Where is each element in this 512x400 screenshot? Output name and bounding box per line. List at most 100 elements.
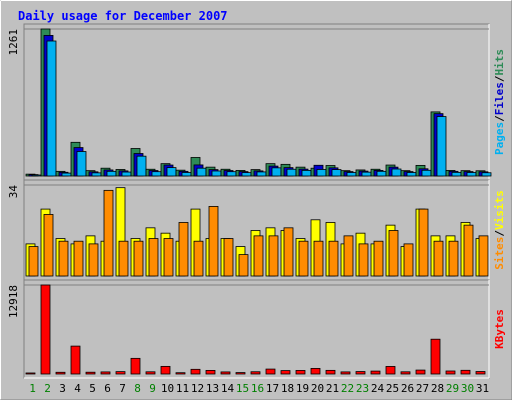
x-tick-label-day-30: 30 (461, 382, 474, 395)
bar-pages-day-26 (406, 172, 417, 177)
bar-sites-day-21 (328, 240, 339, 277)
x-tick-label-day-28: 28 (431, 382, 444, 395)
bar-pages-day-19 (301, 170, 312, 177)
legend-entry: Sites (493, 237, 506, 270)
bar-sites-day-28 (433, 240, 444, 277)
bar-kbytes-day-24 (370, 370, 381, 375)
x-tick-label-day-16: 16 (251, 382, 264, 395)
bar-pages-day-9 (151, 171, 162, 177)
bar-kbytes-day-21 (325, 369, 336, 375)
bar-pages-day-17 (271, 167, 282, 177)
chart-title: Daily usage for December 2007 (18, 9, 228, 23)
bar-sites-day-23 (358, 243, 369, 277)
bar-kbytes-day-28 (430, 338, 441, 375)
bar-pages-day-29 (451, 171, 462, 177)
x-tick-label-day-24: 24 (371, 382, 385, 395)
legend-entry: Pages (493, 122, 506, 155)
bar-pages-day-30 (466, 172, 477, 177)
x-tick-label-day-12: 12 (191, 382, 204, 395)
bar-kbytes-day-22 (340, 371, 351, 375)
bar-pages-day-7 (121, 171, 132, 177)
bar-pages-day-15 (241, 172, 252, 177)
x-tick-label-day-5: 5 (89, 382, 96, 395)
bar-sites-day-19 (298, 240, 309, 277)
bar-sites-day-10 (163, 238, 174, 277)
bar-pages-day-21 (331, 169, 342, 177)
legend-entry: / (493, 115, 506, 122)
x-tick-label-day-7: 7 (119, 382, 126, 395)
bar-sites-day-27 (418, 208, 429, 277)
bar-kbytes-day-3 (55, 371, 66, 375)
x-tick-label-day-13: 13 (206, 382, 219, 395)
bar-kbytes-day-25 (385, 366, 396, 375)
bar-pages-day-3 (61, 172, 72, 177)
bar-kbytes-day-8 (130, 357, 141, 375)
bar-pages-day-20 (316, 169, 327, 177)
bar-pages-day-12 (196, 167, 207, 177)
legend-top: Pages/Files/Hits (493, 49, 506, 155)
x-tick-label-day-10: 10 (161, 382, 174, 395)
bar-pages-day-14 (226, 171, 237, 177)
bar-kbytes-day-31 (475, 371, 486, 375)
bar-pages-day-22 (346, 172, 357, 177)
x-tick-label-day-9: 9 (149, 382, 156, 395)
x-tick-label-day-19: 19 (296, 382, 309, 395)
bar-kbytes-day-20 (310, 368, 321, 375)
bar-sites-day-6 (103, 189, 114, 277)
bar-sites-day-14 (223, 238, 234, 277)
bar-sites-day-13 (208, 206, 219, 277)
x-tick-label-day-27: 27 (416, 382, 429, 395)
legend-bot: KBytes (493, 309, 506, 349)
panel-bot: 12918 KBytes (7, 279, 506, 379)
bar-sites-day-2 (43, 214, 54, 277)
bar-pages-day-8 (136, 155, 147, 177)
bar-sites-day-1 (28, 246, 39, 277)
bar-sites-day-20 (313, 240, 324, 277)
plot-area (23, 23, 490, 181)
x-tick-label-day-18: 18 (281, 382, 294, 395)
bar-pages-day-6 (106, 170, 117, 177)
bar-sites-day-31 (478, 235, 489, 277)
bar-kbytes-day-10 (160, 365, 171, 375)
x-tick-label-day-31: 31 (476, 382, 489, 395)
bar-sites-day-5 (88, 243, 99, 277)
panel-mid: 34 Sites/Visits (7, 179, 506, 281)
bar-sites-day-29 (448, 240, 459, 277)
bar-kbytes-day-14 (220, 371, 231, 375)
x-tick-label-day-4: 4 (74, 382, 81, 395)
bar-kbytes-day-12 (190, 368, 201, 375)
bar-kbytes-day-9 (145, 371, 156, 375)
bar-sites-day-15 (238, 254, 249, 277)
bar-sites-day-11 (178, 222, 189, 277)
bar-kbytes-day-4 (70, 345, 81, 375)
legend-entry: Visits (493, 190, 506, 230)
x-tick-label-day-21: 21 (326, 382, 339, 395)
x-tick-label-day-22: 22 (341, 382, 354, 395)
bar-pages-day-1 (31, 174, 42, 177)
bar-sites-day-26 (403, 243, 414, 277)
legend-entry: / (493, 230, 506, 237)
bar-pages-day-5 (91, 172, 102, 177)
x-tick-label-day-8: 8 (134, 382, 141, 395)
x-tick-label-day-25: 25 (386, 382, 399, 395)
x-tick-label-day-14: 14 (221, 382, 235, 395)
bar-kbytes-day-17 (265, 368, 276, 375)
bar-kbytes-day-19 (295, 370, 306, 375)
x-tick-label-day-20: 20 (311, 382, 324, 395)
bar-kbytes-day-23 (355, 371, 366, 375)
legend-entry: / (493, 75, 506, 82)
legend-entry: KBytes (493, 309, 506, 349)
bar-sites-day-22 (343, 235, 354, 277)
bar-pages-day-13 (211, 170, 222, 177)
bar-kbytes-day-26 (400, 371, 411, 375)
bar-kbytes-day-30 (460, 369, 471, 375)
x-tick-label-day-3: 3 (59, 382, 66, 395)
bar-kbytes-day-11 (175, 372, 186, 375)
bar-kbytes-day-29 (445, 370, 456, 375)
x-tick-label-day-2: 2 (44, 382, 51, 395)
bar-pages-day-24 (376, 170, 387, 177)
bar-pages-day-27 (421, 169, 432, 177)
bar-sites-day-16 (253, 235, 264, 277)
y-max-label: 1261 (7, 29, 20, 56)
